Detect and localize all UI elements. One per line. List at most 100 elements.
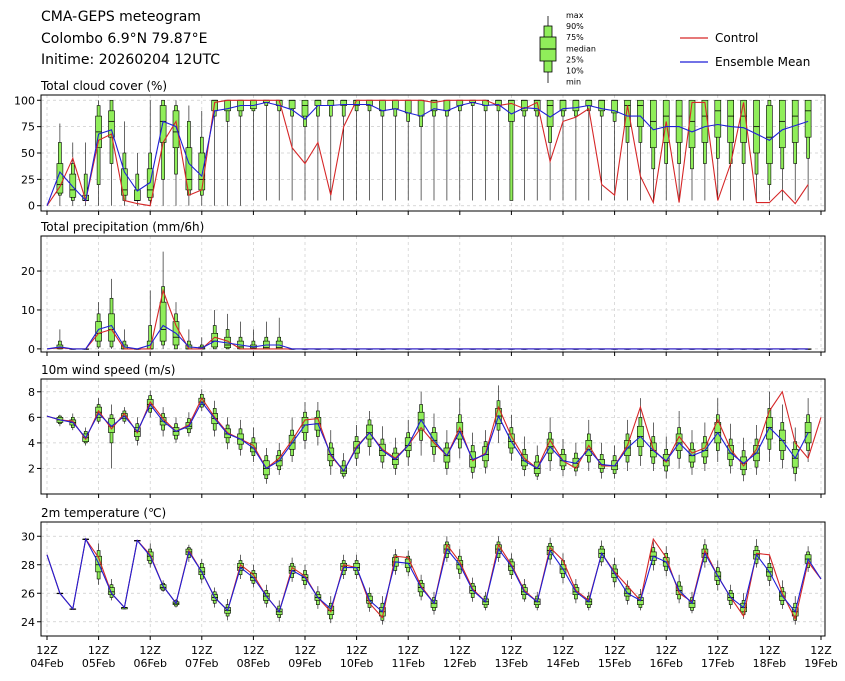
- x-tick-date: 18Feb: [753, 657, 786, 670]
- box-cloud: [301, 99, 309, 201]
- box-legend-label: min: [566, 78, 581, 87]
- box-legend: max 90% 75% median 25% 10% min: [539, 11, 596, 87]
- y-tick-label: 75: [21, 121, 35, 134]
- x-tick-date: 19Feb: [804, 657, 837, 670]
- x-tick-date: 05Feb: [82, 657, 115, 670]
- y-tick-label: 10: [21, 304, 35, 317]
- mean-line-cloud: [46, 101, 809, 206]
- box-cloud: [727, 99, 735, 201]
- box-cloud: [662, 99, 670, 201]
- box-cloud: [740, 99, 747, 201]
- box-wind: [740, 437, 747, 482]
- x-tick-date: 14Feb: [546, 657, 579, 670]
- mean-line-wind: [46, 400, 809, 472]
- x-tick-label: 12Z: [243, 644, 265, 657]
- box-cloud: [714, 99, 722, 201]
- box-wind: [649, 422, 657, 471]
- box-cloud: [379, 99, 386, 201]
- x-axis: 12Z04Feb12Z05Feb12Z06Feb12Z07Feb12Z08Feb…: [30, 644, 837, 670]
- x-tick-label: 12Z: [397, 644, 419, 657]
- panel-precip: 0 10 20 Total precipitation (mm/6h): [21, 220, 826, 356]
- x-tick-label: 12Z: [759, 644, 781, 657]
- y-tick-label: 0: [28, 343, 35, 356]
- y-tick-label: 4: [28, 437, 35, 450]
- box-cloud: [314, 99, 322, 201]
- panel-temp: 24 26 28 30 2m temperature (℃): [21, 506, 826, 640]
- x-tick-date: 16Feb: [649, 657, 682, 670]
- box-cloud: [469, 99, 477, 201]
- chart-title: CMA-GEPS meteogram: [41, 9, 201, 25]
- box-wind: [598, 442, 606, 479]
- panel-frame: [40, 521, 826, 637]
- x-tick-label: 12Z: [346, 644, 368, 657]
- box-cloud: [520, 99, 528, 201]
- box-cloud: [495, 99, 502, 201]
- x-tick-date: 17Feb: [701, 657, 734, 670]
- x-tick-date: 13Feb: [495, 657, 528, 670]
- x-tick-label: 12Z: [36, 644, 58, 657]
- x-tick-label: 12Z: [88, 644, 110, 657]
- y-tick-label: 20: [21, 265, 35, 278]
- box-cloud: [108, 99, 115, 206]
- x-tick-label: 12Z: [810, 644, 832, 657]
- x-tick-date: 04Feb: [30, 657, 63, 670]
- box-wind: [327, 430, 335, 475]
- mean-line-precip: [46, 324, 809, 350]
- x-tick-date: 12Feb: [443, 657, 476, 670]
- box-cloud: [134, 153, 141, 206]
- box-precip: [275, 317, 283, 350]
- box-cloud: [288, 99, 296, 201]
- box-cloud: [791, 99, 799, 201]
- box-cloud: [404, 99, 412, 201]
- y-tick-label: 24: [21, 616, 35, 629]
- box-wind: [108, 404, 115, 469]
- box-cloud: [275, 99, 283, 201]
- box-legend-label: max: [566, 11, 584, 20]
- box-cloud: [198, 110, 206, 206]
- line-legend: Control Ensemble Mean: [680, 31, 810, 69]
- box-legend-label: 75%: [566, 33, 584, 42]
- y-tick-label: 6: [28, 411, 35, 424]
- box-wind: [804, 398, 812, 463]
- box-cloud: [778, 99, 786, 201]
- box-precip: [95, 302, 102, 349]
- box-wind: [198, 389, 206, 411]
- y-tick-label: 2: [28, 462, 35, 475]
- y-tick-label: 26: [21, 587, 35, 600]
- x-tick-label: 12Z: [552, 644, 574, 657]
- panel-frame: [40, 94, 826, 212]
- box-temp: [778, 580, 786, 609]
- x-tick-label: 12Z: [449, 644, 471, 657]
- panel-title-cloud: Total cloud cover (%): [40, 79, 167, 93]
- box-cloud: [766, 99, 773, 201]
- box-cloud: [611, 99, 618, 201]
- box-cloud: [146, 100, 154, 206]
- box-cloud: [585, 99, 593, 201]
- mean-line-temp: [46, 537, 822, 613]
- location-label: Colombo 6.9°N 79.87°E: [41, 31, 208, 47]
- x-tick-date: 10Feb: [340, 657, 373, 670]
- y-tick-label: 25: [21, 173, 35, 186]
- x-tick-label: 12Z: [139, 644, 161, 657]
- panel-frame: [40, 235, 826, 353]
- panel-title-wind: 10m wind speed (m/s): [41, 363, 175, 377]
- box-precip: [250, 329, 257, 350]
- box-cloud: [56, 123, 64, 206]
- x-tick-label: 12Z: [604, 644, 626, 657]
- box-legend-label: 10%: [566, 67, 584, 76]
- panel-title-precip: Total precipitation (mm/6h): [40, 220, 204, 234]
- box-cloud: [482, 99, 489, 201]
- initime-label: Initime: 20260204 12UTC: [41, 52, 220, 68]
- box-cloud: [121, 121, 128, 206]
- box-cloud: [701, 99, 709, 201]
- panel-wind: 2 4 6 8 10m wind speed (m/s): [28, 363, 826, 498]
- x-tick-date: 09Feb: [288, 657, 321, 670]
- box-cloud: [353, 99, 360, 201]
- box-cloud: [82, 142, 89, 206]
- panels: 0 25 50 75 100 Total cloud cover (%) 0 10 20 Tota…: [14, 79, 826, 640]
- box-legend-label: 90%: [566, 22, 584, 31]
- x-tick-label: 12Z: [294, 644, 316, 657]
- x-tick-date: 06Feb: [133, 657, 166, 670]
- box-cloud: [237, 99, 244, 206]
- y-tick-label: 28: [21, 559, 35, 572]
